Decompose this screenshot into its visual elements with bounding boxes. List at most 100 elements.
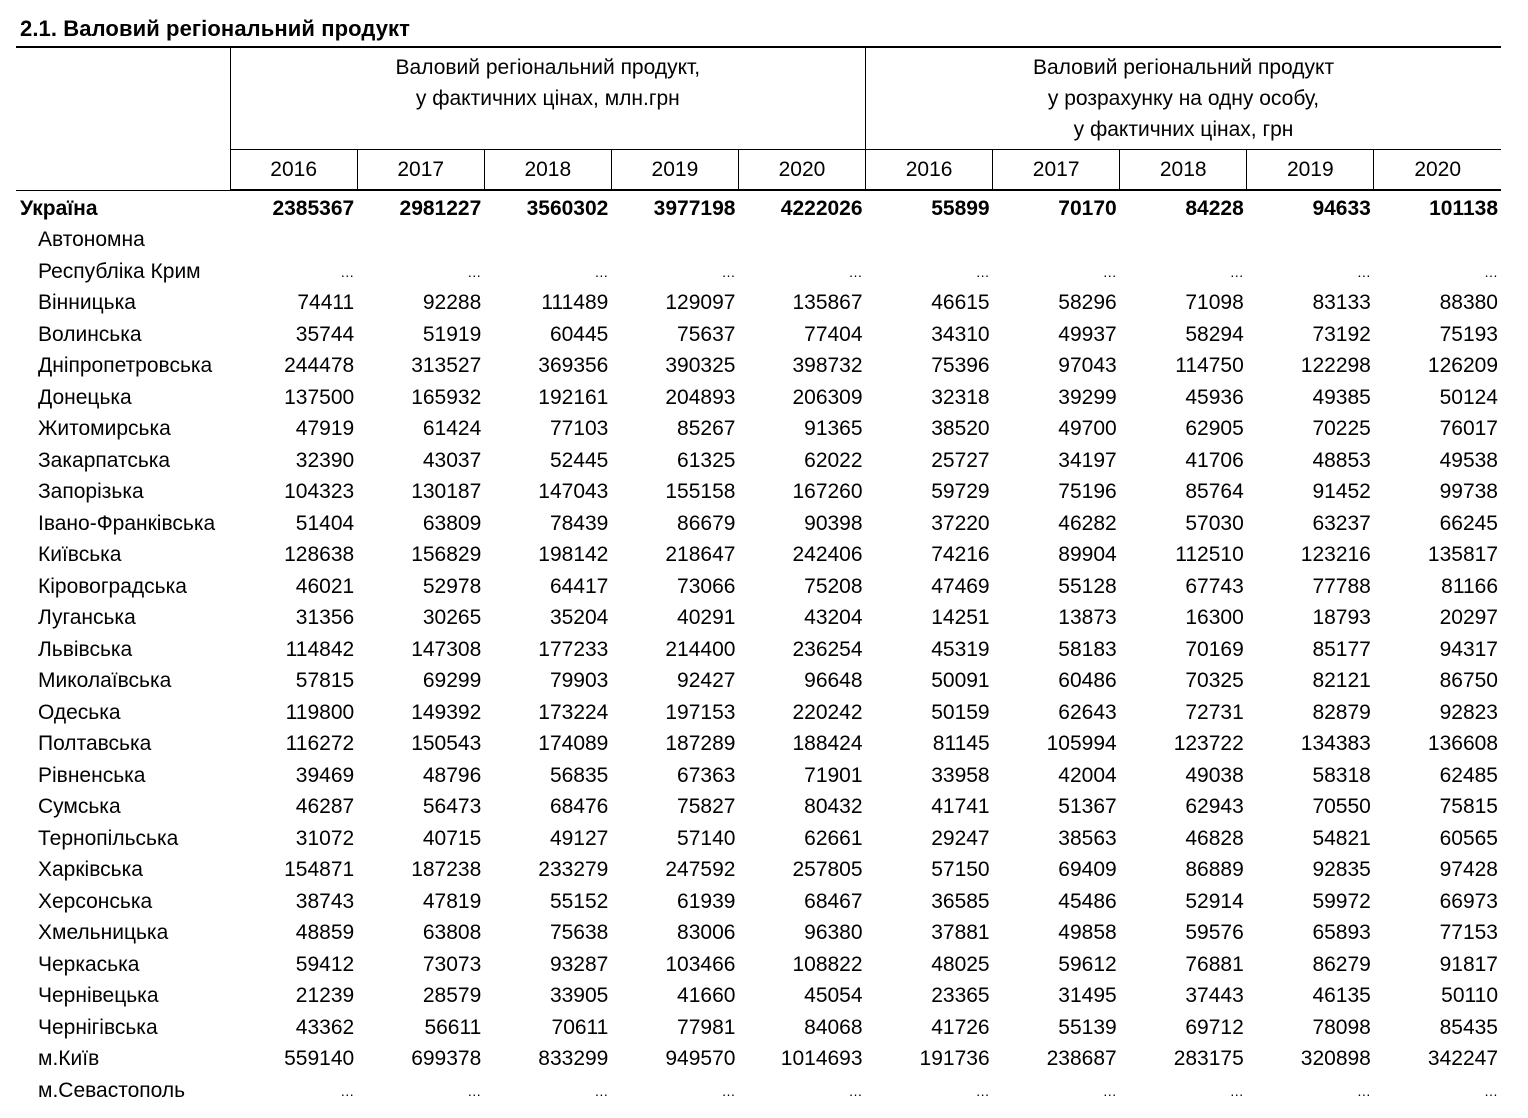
header-group-total-line2: у фактичних цінах, млн.грн (415, 87, 680, 110)
table-cell: 192161 (538, 385, 609, 409)
table-cell: 92823 (1439, 700, 1498, 724)
table-cell: 85177 (1312, 637, 1371, 661)
table-cell (357, 225, 484, 257)
table-cell: 69712 (1185, 1015, 1244, 1039)
table-cell: 91452 (1312, 480, 1371, 504)
table-cell: 46828 (1185, 826, 1244, 850)
table-cell: 69409 (1058, 858, 1117, 882)
table-cell: 155158 (665, 480, 736, 504)
table-cell: 104323 (284, 480, 355, 504)
table-cell: 3977198 (653, 196, 736, 220)
table-cell: 33958 (931, 763, 990, 787)
table-cell: 68467 (804, 889, 863, 913)
table-cell: 114842 (285, 637, 355, 661)
table-cell: 56473 (422, 795, 482, 819)
table-cell: 38743 (295, 889, 355, 913)
table-cell: … (721, 1082, 736, 1099)
table-cell: 72731 (1185, 700, 1244, 724)
region-name: Львівська (38, 637, 133, 661)
table-cell: 14251 (931, 606, 990, 630)
table-cell: 76017 (1439, 417, 1498, 441)
table-cell: 187289 (665, 732, 736, 756)
table-cell: 75827 (677, 795, 736, 819)
table-cell: 86750 (1439, 669, 1498, 693)
table-row: Херсонська 38743 47819 55152 61939 68467 36585… (16, 886, 1501, 918)
table-cell: 43037 (422, 448, 482, 472)
table-cell: 48796 (422, 763, 482, 787)
header-year: 2020 (1373, 149, 1501, 191)
region-name: Волинська (38, 322, 142, 346)
table-cell: 48859 (295, 921, 355, 945)
table-cell: 61424 (422, 417, 482, 441)
table-cell: 46021 (295, 574, 355, 598)
table-cell: 86679 (677, 511, 736, 535)
table-cell: 147043 (538, 480, 609, 504)
table-cell: 108822 (792, 952, 863, 976)
table-row: Житомирська 47919 61424 77103 85267 91365 3852… (16, 414, 1501, 446)
table-cell: 82879 (1312, 700, 1371, 724)
table-cell: 39299 (1058, 385, 1117, 409)
region-name: Одеська (38, 700, 121, 724)
table-cell: 62661 (804, 826, 863, 850)
table-cell: 73192 (1312, 322, 1371, 346)
table-cell: 342247 (1427, 1047, 1498, 1071)
region-name: Запорізька (38, 480, 144, 504)
table-cell: 60445 (549, 322, 609, 346)
table-cell: 56611 (424, 1015, 482, 1039)
table-cell: … (721, 263, 736, 280)
table-title: 2.1. Валовий регіональний продукт (20, 16, 411, 41)
table-cell: 92427 (677, 669, 736, 693)
header-group-per-capita-line2: у розрахунку на одну особу, (1047, 87, 1320, 110)
table-cell: 198142 (538, 543, 609, 567)
table-row: Кіровоградська 46021 52978 64417 73066 75208 4… (16, 571, 1501, 603)
table-cell: 75815 (1439, 795, 1498, 819)
table-cell: 2385367 (272, 196, 355, 220)
table-cell: 58294 (1185, 322, 1244, 346)
table-cell: 66245 (1439, 511, 1498, 535)
table-cell: 16300 (1185, 606, 1244, 630)
table-cell: 60486 (1058, 669, 1117, 693)
table-cell: 59729 (931, 480, 990, 504)
table-cell: 57030 (1185, 511, 1244, 535)
table-cell: 41741 (931, 795, 990, 819)
table-cell: 28579 (422, 984, 482, 1008)
table-cell: 173224 (538, 700, 609, 724)
table-row: Чернігівська 43362 56611 70611 77981 84068 417… (16, 1012, 1501, 1044)
table-cell: 71901 (804, 763, 863, 787)
table-cell: 62022 (804, 448, 863, 472)
table-cell: 67743 (1185, 574, 1244, 598)
table-cell: 39469 (295, 763, 355, 787)
table-cell: 128638 (284, 543, 355, 567)
region-name: Україна (20, 196, 98, 220)
table-cell: 85435 (1439, 1015, 1498, 1039)
table-cell: 154871 (284, 858, 355, 882)
region-name: Чернігівська (38, 1015, 158, 1039)
table-cell: 47919 (295, 417, 355, 441)
table-cell: 135817 (1427, 543, 1498, 567)
table-row: Сумська 46287 56473 68476 75827 80432 41741 513… (16, 792, 1501, 824)
table-cell: 33905 (549, 984, 609, 1008)
table-cell: 37443 (1185, 984, 1244, 1008)
table-cell: 165932 (411, 385, 482, 409)
table-cell: 46135 (1312, 984, 1371, 1008)
header-year: 2018 (1119, 149, 1248, 191)
table-cell: … (1229, 1082, 1244, 1099)
table-cell: 57140 (677, 826, 736, 850)
header-group-total-line1: Валовий регіональний продукт, (395, 56, 701, 79)
table-cell: 91365 (804, 417, 863, 441)
table-row: Автономна (16, 225, 1501, 257)
table-cell: … (340, 263, 355, 280)
table-cell: 57815 (295, 669, 355, 693)
region-name: Кіровоградська (38, 574, 187, 598)
table-cell: 58183 (1058, 637, 1117, 661)
table-cell: 41726 (931, 1015, 990, 1039)
table-cell: 55152 (549, 889, 609, 913)
table-cell: 71098 (1185, 291, 1244, 315)
table-cell: 13873 (1058, 606, 1117, 630)
table-row: Волинська 35744 51919 60445 75637 77404 34310 4… (16, 319, 1501, 351)
table-cell: 833299 (538, 1047, 609, 1071)
table-cell: 49937 (1058, 322, 1117, 346)
table-cell: 204893 (665, 385, 736, 409)
table-cell: 3560302 (526, 196, 609, 220)
